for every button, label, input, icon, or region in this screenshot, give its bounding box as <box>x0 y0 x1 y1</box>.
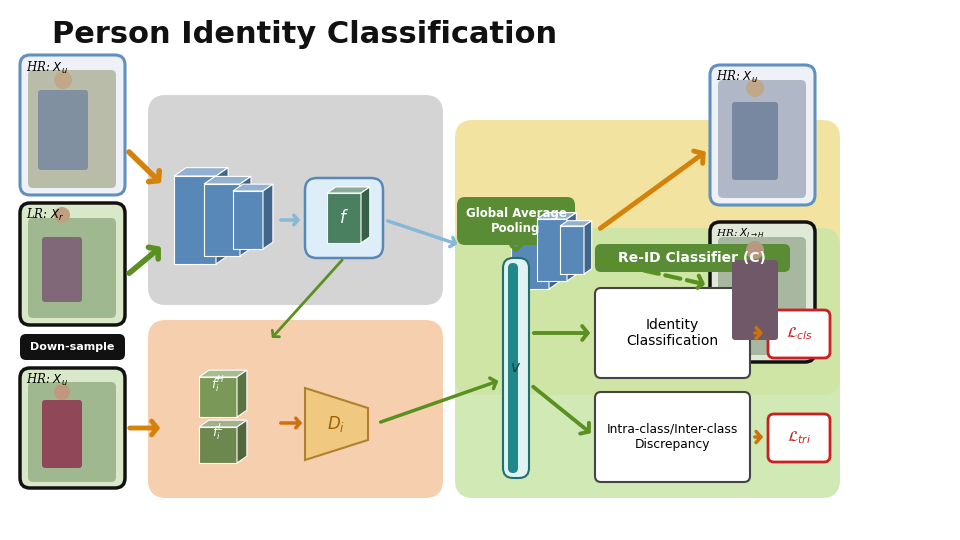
Polygon shape <box>537 219 567 281</box>
Polygon shape <box>567 213 576 281</box>
Circle shape <box>54 207 70 223</box>
Polygon shape <box>584 221 591 274</box>
Polygon shape <box>199 427 237 463</box>
FancyBboxPatch shape <box>28 382 116 482</box>
FancyBboxPatch shape <box>42 400 82 468</box>
Text: Down-sample: Down-sample <box>30 342 114 352</box>
Text: HR: $X_u$: HR: $X_u$ <box>26 60 68 76</box>
Text: $f$: $f$ <box>339 209 349 227</box>
Polygon shape <box>327 193 361 243</box>
Polygon shape <box>216 167 228 264</box>
Polygon shape <box>305 388 368 460</box>
FancyBboxPatch shape <box>38 90 88 170</box>
Polygon shape <box>174 167 228 176</box>
Polygon shape <box>361 187 370 243</box>
FancyBboxPatch shape <box>768 310 830 358</box>
FancyBboxPatch shape <box>718 237 806 355</box>
FancyBboxPatch shape <box>455 228 840 498</box>
Polygon shape <box>237 420 247 463</box>
FancyBboxPatch shape <box>508 263 518 473</box>
FancyBboxPatch shape <box>148 320 443 498</box>
Polygon shape <box>233 184 273 191</box>
Text: Re-ID Classifier (C): Re-ID Classifier (C) <box>618 251 766 265</box>
Text: HR: $X_u$: HR: $X_u$ <box>26 372 68 388</box>
FancyBboxPatch shape <box>20 334 125 360</box>
Polygon shape <box>263 184 273 249</box>
FancyBboxPatch shape <box>457 197 575 245</box>
FancyBboxPatch shape <box>732 102 778 180</box>
Circle shape <box>746 79 764 97</box>
Polygon shape <box>233 191 263 249</box>
Polygon shape <box>199 370 247 377</box>
Text: Global Average
Pooling: Global Average Pooling <box>466 207 566 235</box>
Polygon shape <box>549 204 560 289</box>
Circle shape <box>54 384 70 400</box>
Polygon shape <box>204 184 240 256</box>
Text: $f_i^L$: $f_i^L$ <box>212 423 224 443</box>
FancyBboxPatch shape <box>595 392 750 482</box>
FancyBboxPatch shape <box>768 414 830 462</box>
Polygon shape <box>199 377 237 417</box>
FancyBboxPatch shape <box>710 222 815 362</box>
FancyBboxPatch shape <box>28 70 116 188</box>
Text: Person Identity Classification: Person Identity Classification <box>52 20 557 49</box>
Polygon shape <box>511 211 549 289</box>
FancyBboxPatch shape <box>148 95 443 305</box>
Polygon shape <box>327 187 370 193</box>
Polygon shape <box>240 177 251 256</box>
Circle shape <box>54 71 72 89</box>
FancyBboxPatch shape <box>503 258 529 478</box>
FancyBboxPatch shape <box>595 244 790 272</box>
Polygon shape <box>511 204 560 211</box>
Text: HR: $X_u$: HR: $X_u$ <box>716 69 757 85</box>
FancyBboxPatch shape <box>732 260 778 340</box>
Text: LR: $X_r$: LR: $X_r$ <box>26 207 64 223</box>
Text: HR: $X_{I\rightarrow H}$: HR: $X_{I\rightarrow H}$ <box>716 226 765 240</box>
Text: Identity
Classification: Identity Classification <box>626 318 718 348</box>
FancyBboxPatch shape <box>305 178 383 258</box>
FancyBboxPatch shape <box>28 218 116 318</box>
FancyBboxPatch shape <box>455 120 840 395</box>
FancyBboxPatch shape <box>20 368 125 488</box>
FancyBboxPatch shape <box>20 55 125 195</box>
Text: $v$: $v$ <box>511 361 521 375</box>
Polygon shape <box>560 221 591 226</box>
Polygon shape <box>537 213 576 219</box>
Polygon shape <box>204 177 251 184</box>
Text: $\mathcal{L}_{tri}$: $\mathcal{L}_{tri}$ <box>787 430 811 447</box>
Text: $f_i^H$: $f_i^H$ <box>211 375 225 395</box>
Text: $\mathcal{L}_{cls}$: $\mathcal{L}_{cls}$ <box>785 326 812 342</box>
FancyBboxPatch shape <box>718 80 806 198</box>
Polygon shape <box>174 176 216 264</box>
FancyBboxPatch shape <box>42 237 82 302</box>
FancyBboxPatch shape <box>595 288 750 378</box>
Circle shape <box>746 241 764 259</box>
Text: $D_i$: $D_i$ <box>327 414 345 434</box>
Polygon shape <box>237 370 247 417</box>
FancyBboxPatch shape <box>710 65 815 205</box>
Polygon shape <box>199 420 247 427</box>
Polygon shape <box>560 226 584 274</box>
Text: Intra-class/Inter-class
Discrepancy: Intra-class/Inter-class Discrepancy <box>607 423 737 451</box>
FancyBboxPatch shape <box>20 203 125 325</box>
